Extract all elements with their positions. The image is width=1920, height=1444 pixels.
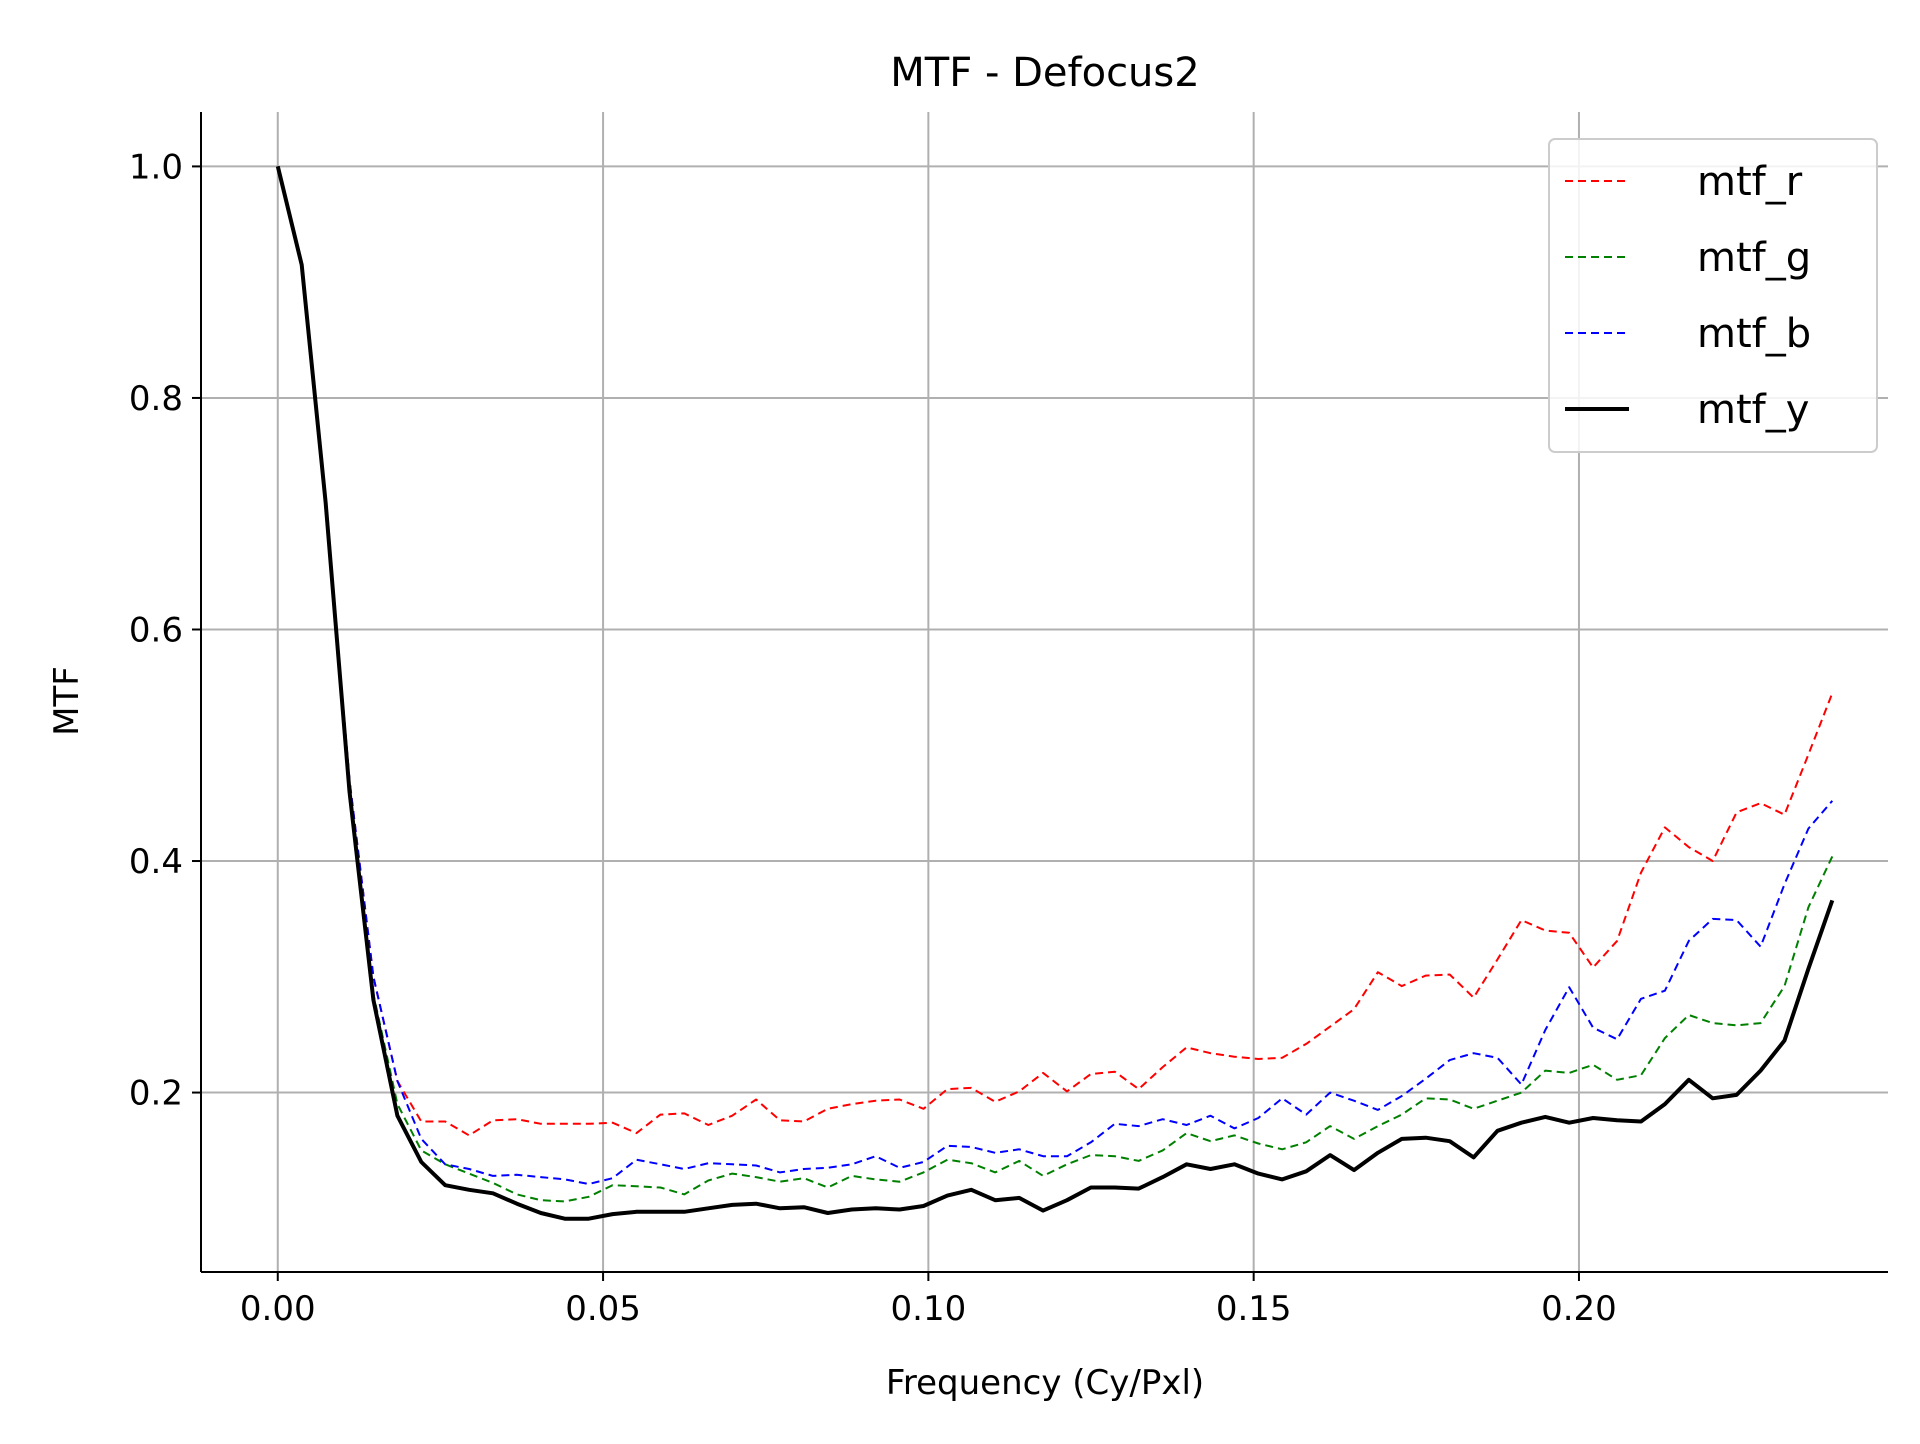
x-axis-label: Frequency (Cy/Pxl) [886, 1363, 1204, 1403]
y-tick-label: 1.0 [129, 147, 183, 187]
y-axis-label: MTF [47, 666, 87, 736]
legend: mtf_r mtf_g mtf_b mtf_y [1548, 138, 1878, 453]
chart-title: MTF - Defocus2 [890, 50, 1199, 96]
legend-label-mtf_b: mtf_b [1697, 311, 1811, 357]
series-line-mtf_r [276, 166, 1834, 1137]
x-tick-label: 0.10 [891, 1289, 967, 1329]
tick-labels: 0.00 0.05 0.10 0.15 0.20 0.2 0.4 0.6 0.8 1.0 [129, 147, 1617, 1329]
x-tick-label: 0.05 [565, 1289, 641, 1329]
series-line-mtf_b [276, 166, 1834, 1185]
y-tick-label: 0.6 [129, 610, 183, 650]
series-lines [275, 165, 1835, 1221]
series-line-mtf_g [276, 166, 1834, 1203]
series-line-mtf_y [275, 165, 1835, 1221]
legend-frame [1548, 138, 1878, 453]
legend-label-mtf_g: mtf_g [1697, 235, 1811, 281]
y-tick-label: 0.2 [129, 1074, 183, 1114]
y-tick-label: 0.4 [129, 842, 183, 882]
x-tick-label: 0.00 [240, 1289, 316, 1329]
y-tick-label: 0.8 [129, 379, 183, 419]
x-tick-label: 0.15 [1216, 1289, 1292, 1329]
axes [200, 112, 1888, 1273]
x-tick-label: 0.20 [1541, 1289, 1617, 1329]
legend-label-mtf_r: mtf_r [1697, 159, 1803, 205]
legend-label-mtf_y: mtf_y [1697, 387, 1809, 433]
